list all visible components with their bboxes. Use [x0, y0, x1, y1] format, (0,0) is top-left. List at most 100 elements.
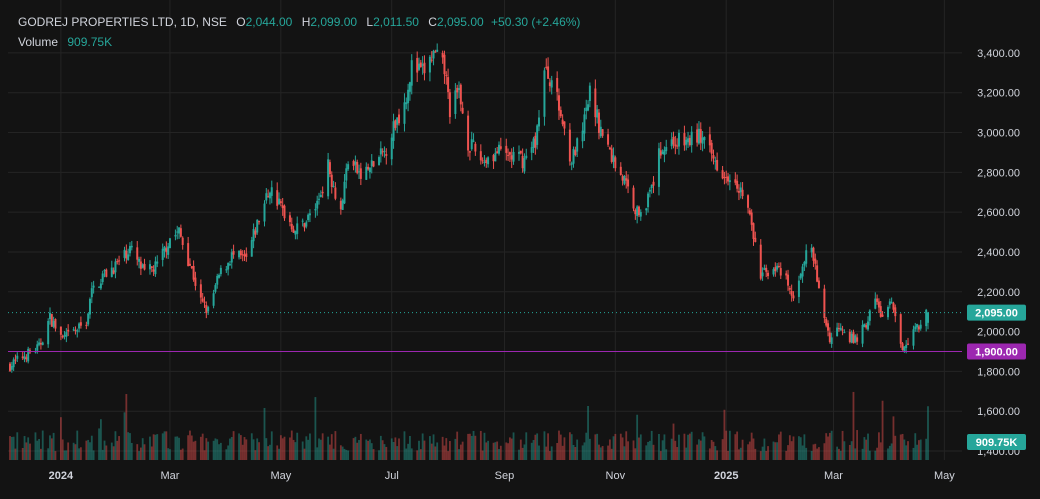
volume-bar — [825, 433, 828, 460]
candle-body — [118, 260, 121, 262]
volume-bar — [645, 445, 648, 460]
candle-body — [512, 151, 515, 162]
volume-bar — [459, 444, 462, 460]
price-axis-background — [966, 0, 1040, 499]
time-axis[interactable]: 2024 Mar May Jul Sep Nov 2025 Mar May — [49, 470, 956, 482]
volume-bar — [868, 450, 871, 460]
candle-body — [907, 343, 910, 345]
candle-body — [445, 74, 448, 76]
candle-body — [867, 321, 870, 330]
volume-bar — [174, 436, 177, 460]
volume-bar — [419, 449, 422, 460]
candle-body — [657, 148, 660, 187]
candle-body — [648, 189, 651, 192]
x-tick-label: Nov — [606, 470, 626, 482]
symbol-title[interactable]: GODREJ PROPERTIES LTD, 1D, NSE — [18, 15, 227, 29]
candle-body — [143, 263, 146, 270]
candle-body — [741, 189, 744, 197]
volume-bar — [761, 446, 764, 460]
volume-bar — [278, 448, 280, 460]
candle-body — [405, 102, 408, 105]
volume-bar — [447, 451, 449, 460]
candle-body — [487, 157, 490, 165]
volume-bar — [774, 442, 777, 460]
volume-bar — [714, 446, 717, 460]
volume-bar — [572, 444, 575, 460]
candle-body — [38, 342, 41, 345]
candle-body — [581, 130, 584, 142]
volume-bar — [672, 423, 675, 460]
candle-body — [905, 344, 908, 348]
candle-body — [328, 162, 331, 175]
candle-body — [90, 288, 93, 298]
volume-bar — [365, 439, 368, 460]
candle-body — [861, 324, 864, 344]
volume-bar — [561, 445, 564, 460]
candle-body — [163, 246, 166, 251]
candle-body — [36, 344, 39, 351]
candle-body — [594, 88, 597, 118]
candle-body — [47, 320, 50, 345]
volume-bar — [623, 446, 626, 460]
volume-bar — [799, 437, 802, 460]
volume-label[interactable]: Volume — [18, 35, 59, 49]
volume-bar — [587, 405, 589, 460]
candle-body — [154, 261, 157, 275]
volume-bar — [163, 431, 166, 460]
candle-body — [179, 228, 182, 237]
volume-bar — [21, 447, 24, 460]
candle-body — [341, 200, 344, 210]
candle-body — [877, 301, 880, 308]
volume-bar — [456, 431, 459, 460]
candle-body — [396, 117, 399, 125]
volume-bar — [827, 436, 829, 460]
y-tick-label: 3,400.00 — [977, 48, 1020, 60]
candle-body — [238, 250, 241, 258]
volume-bar — [49, 435, 51, 460]
volume-bar — [347, 450, 350, 460]
candle-body — [150, 266, 153, 268]
candle-body — [583, 114, 586, 134]
volume-bar — [721, 439, 724, 460]
candle-body — [305, 222, 308, 227]
candle-body — [290, 223, 293, 230]
volume-bar — [852, 391, 855, 460]
volume-bars — [9, 391, 929, 460]
volume-bar — [658, 433, 660, 460]
candle-body — [65, 332, 68, 337]
candle-body — [219, 267, 222, 275]
candle-body — [294, 231, 297, 235]
candle-body — [188, 263, 191, 266]
volume-bar — [194, 440, 197, 460]
volume-bar — [292, 439, 295, 460]
volume-bar — [130, 442, 133, 460]
candle-body — [759, 244, 762, 279]
candle-body — [863, 323, 866, 327]
candle-body — [777, 265, 780, 267]
volume-bar — [788, 435, 791, 460]
volume-bar — [432, 434, 435, 460]
candle-body — [803, 261, 806, 266]
volume-bar — [396, 446, 399, 460]
candle-body — [890, 301, 893, 304]
volume-bar — [192, 441, 195, 460]
volume-bar — [40, 448, 42, 460]
candle-body — [561, 119, 564, 125]
volume-bar — [779, 431, 782, 460]
candle-body — [701, 137, 704, 144]
candle-body — [263, 203, 266, 222]
candle-body — [547, 66, 550, 79]
volume-bar — [474, 435, 477, 460]
candle-body — [265, 193, 268, 201]
candle-body — [874, 298, 877, 309]
volume-bar — [863, 437, 866, 460]
volume-bar — [479, 430, 482, 460]
candle-body — [52, 320, 55, 327]
volume-bar — [787, 445, 789, 460]
volume-bar — [581, 445, 584, 460]
candle-body — [74, 330, 77, 332]
volume-bar — [596, 433, 599, 460]
price-axis[interactable]: 3,400.00 3,200.00 3,000.00 2,800.00 2,600.00… — [977, 48, 1020, 458]
